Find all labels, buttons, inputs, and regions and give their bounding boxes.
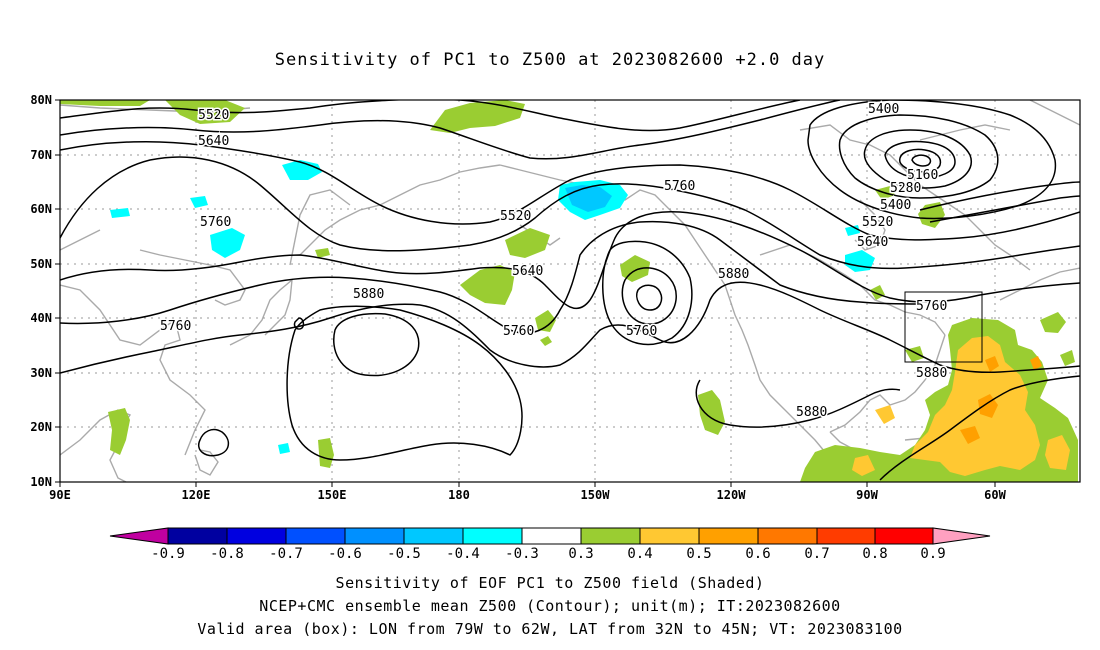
colorbar-label: -0.4 bbox=[446, 546, 480, 562]
colorbar-cell bbox=[344, 527, 405, 545]
colorbar-label: -0.9 bbox=[151, 546, 185, 562]
colorbar-label: -0.5 bbox=[387, 546, 421, 562]
lon-tick-label: 150E bbox=[318, 488, 347, 502]
lon-tick-label: 90E bbox=[49, 488, 71, 502]
contour-label: 5640 bbox=[198, 134, 229, 149]
contour-label: 5520 bbox=[500, 209, 531, 224]
colorbar-cell bbox=[698, 527, 759, 545]
contour-label: 5760 bbox=[200, 215, 231, 230]
lat-tick-label: 20N bbox=[30, 420, 52, 434]
lon-tick-labels: 90E 120E 150E 180 150W 120W 90W 60W bbox=[49, 488, 1006, 502]
contour-label: 5640 bbox=[857, 235, 888, 250]
contour-label: 5520 bbox=[862, 215, 893, 230]
lon-tick-label: 90W bbox=[856, 488, 878, 502]
lat-tick-label: 10N bbox=[30, 475, 52, 489]
lat-tick-label: 40N bbox=[30, 311, 52, 325]
lon-tick-label: 120E bbox=[182, 488, 211, 502]
colorbar: -0.9 -0.8 -0.7 -0.6 -0.5 -0.4 -0.3 0.3 0… bbox=[109, 527, 991, 562]
colorbar-label: 0.3 bbox=[568, 546, 593, 562]
colorbar-cell bbox=[639, 527, 700, 545]
caption-shading: Sensitivity of EOF PC1 to Z500 field (Sh… bbox=[335, 574, 765, 592]
map-area: 5520 5640 5760 5760 5520 5640 5880 5760 … bbox=[60, 100, 1080, 482]
colorbar-label: -0.6 bbox=[328, 546, 362, 562]
contour-label: 5760 bbox=[503, 324, 534, 339]
contour-label: 5880 bbox=[353, 287, 384, 302]
contour-label: 5760 bbox=[626, 324, 657, 339]
colorbar-cell bbox=[816, 527, 876, 545]
colorbar-cell bbox=[403, 527, 464, 545]
lat-tick-label: 80N bbox=[30, 93, 52, 107]
colorbar-cell bbox=[580, 527, 641, 545]
colorbar-label: 0.7 bbox=[804, 546, 829, 562]
colorbar-cell bbox=[167, 527, 228, 545]
lon-tick-label: 60W bbox=[984, 488, 1006, 502]
colorbar-label: 0.4 bbox=[627, 546, 652, 562]
lat-tick-label: 60N bbox=[30, 202, 52, 216]
contour-label: 5520 bbox=[198, 108, 229, 123]
contour-label: 5880 bbox=[718, 267, 749, 282]
map-frame bbox=[59, 99, 1081, 483]
colorbar-label: 0.9 bbox=[920, 546, 945, 562]
colorbar-label: -0.8 bbox=[210, 546, 244, 562]
lat-tick-label: 50N bbox=[30, 257, 52, 271]
colorbar-cell bbox=[109, 527, 169, 545]
contour-label: 5400 bbox=[868, 102, 899, 117]
contour-labels: 5520 5640 5760 5760 5520 5640 5880 5760 … bbox=[159, 101, 949, 422]
lat-tick-labels: 80N 70N 60N 50N 40N 30N 20N 10N bbox=[30, 93, 52, 489]
colorbar-label: 0.6 bbox=[745, 546, 770, 562]
colorbar-label: -0.7 bbox=[269, 546, 303, 562]
contour-label: 5880 bbox=[796, 405, 827, 420]
lon-tick-label: 180 bbox=[448, 488, 470, 502]
colorbar-cell bbox=[285, 527, 346, 545]
colorbar-cell bbox=[521, 527, 582, 545]
colorbar-cell bbox=[226, 527, 287, 545]
contour-label: 5280 bbox=[890, 181, 921, 196]
lat-tick-label: 70N bbox=[30, 148, 52, 162]
contour-label: 5760 bbox=[160, 319, 191, 334]
valid-area-box bbox=[904, 291, 983, 363]
lat-tick-label: 30N bbox=[30, 366, 52, 380]
contour-label: 5160 bbox=[907, 168, 938, 183]
plot-title: Sensitivity of PC1 to Z500 at 2023082600… bbox=[274, 50, 826, 70]
contour-label: 5640 bbox=[512, 264, 543, 279]
contour-label: 5880 bbox=[916, 366, 947, 381]
lon-tick-label: 120W bbox=[717, 488, 747, 502]
colorbar-cell bbox=[757, 527, 818, 545]
lon-tick-label: 150W bbox=[581, 488, 611, 502]
colorbar-cell bbox=[874, 527, 934, 545]
contour-label: 5760 bbox=[916, 299, 947, 314]
colorbar-cell bbox=[462, 527, 523, 545]
contour-label: 5760 bbox=[664, 179, 695, 194]
shading-positive-0.5 bbox=[960, 356, 1042, 444]
caption-valid-area: Valid area (box): LON from 79W to 62W, L… bbox=[197, 620, 903, 638]
colorbar-label: 0.8 bbox=[862, 546, 887, 562]
caption-contour: NCEP+CMC ensemble mean Z500 (Contour); u… bbox=[259, 597, 841, 615]
colorbar-label: -0.3 bbox=[505, 546, 539, 562]
contour-label: 5400 bbox=[880, 198, 911, 213]
tick-marks bbox=[55, 99, 996, 487]
colorbar-cell bbox=[932, 527, 991, 545]
colorbar-label: 0.5 bbox=[686, 546, 711, 562]
